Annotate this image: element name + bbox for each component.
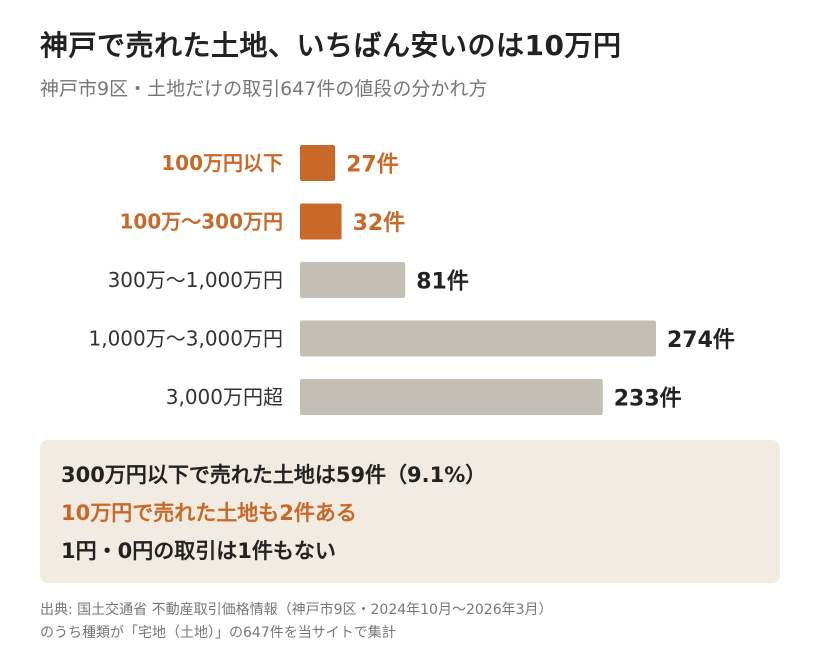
category-label: 1,000万〜3,000万円: [88, 327, 283, 351]
bar: [300, 145, 336, 181]
source-line-2: のうち種類が「宅地（土地）」の647件を当サイトで集計: [40, 625, 396, 641]
source-note: 出典: 国土交通省 不動産取引価格情報（神戸市9区・2024年10月〜2026年…: [40, 599, 553, 645]
summary-line-1: 300万円以下で売れた土地は59件（9.1%）: [61, 463, 487, 487]
category-label: 300万〜1,000万円: [108, 268, 283, 292]
bar-chart: 100万円以下 27件 100万〜300万円 32件 300万〜1,000万円 81件 1,…: [88, 145, 735, 415]
value-label: 233件: [614, 387, 682, 412]
summary-line-3: 1円・0円の取引は1件もない: [61, 539, 336, 563]
category-label: 100万〜300万円: [120, 210, 284, 234]
bar: [300, 379, 603, 415]
bar: [300, 320, 656, 357]
summary-line-2: 10万円で売れた土地も2件ある: [61, 501, 357, 525]
value-label: 27件: [346, 153, 399, 178]
source-line-1: 出典: 国土交通省 不動産取引価格情報（神戸市9区・2024年10月〜2026年…: [40, 602, 553, 618]
bar: [300, 262, 406, 298]
page-subtitle: 神戸市9区・土地だけの取引647件の値段の分かれ方: [40, 78, 488, 100]
value-label: 274件: [667, 328, 735, 353]
bar: [300, 203, 342, 240]
category-label: 3,000万円超: [166, 385, 283, 409]
page-title: 神戸で売れた土地、いちばん安いのは10万円: [40, 29, 622, 62]
summary-box: 300万円以下で売れた土地は59件（9.1%） 10万円で売れた土地も2件ある …: [40, 440, 780, 583]
value-label: 32件: [353, 211, 406, 236]
category-label: 100万円以下: [161, 151, 283, 175]
value-label: 81件: [416, 270, 469, 295]
